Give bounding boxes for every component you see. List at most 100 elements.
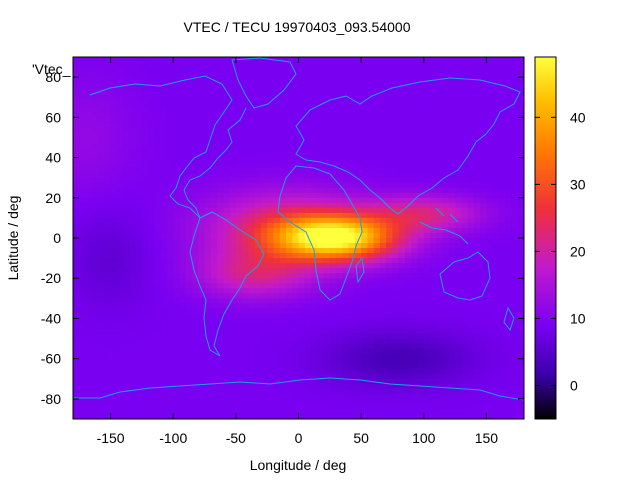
heatmap-cell xyxy=(166,132,174,139)
heatmap-cell xyxy=(323,323,331,330)
heatmap-cell xyxy=(392,293,400,299)
heatmap-cell xyxy=(185,253,193,259)
heatmap-cell xyxy=(285,323,293,330)
heatmap-cell xyxy=(98,343,105,350)
heatmap-cell xyxy=(110,222,118,229)
heatmap-cell xyxy=(154,303,162,309)
heatmap-cell xyxy=(110,207,118,214)
heatmap-cell xyxy=(223,227,231,234)
heatmap-cell xyxy=(91,57,99,63)
heatmap-cell xyxy=(154,353,162,360)
heatmap-cell xyxy=(104,82,112,88)
heatmap-cell xyxy=(417,263,425,269)
heatmap-cell xyxy=(248,263,256,269)
heatmap-cell xyxy=(173,358,181,365)
heatmap-cell xyxy=(248,112,256,118)
heatmap-cell xyxy=(285,57,293,63)
heatmap-cell xyxy=(417,152,425,159)
heatmap-cell xyxy=(73,268,80,274)
heatmap-cell xyxy=(98,97,105,103)
heatmap-cell xyxy=(135,102,143,108)
heatmap-cell xyxy=(511,338,519,345)
heatmap-cell xyxy=(135,137,143,144)
heatmap-cell xyxy=(386,97,394,103)
heatmap-cell xyxy=(185,92,193,98)
heatmap-cell xyxy=(135,152,143,159)
heatmap-cell xyxy=(129,288,137,294)
heatmap-cell xyxy=(448,127,456,134)
heatmap-cell xyxy=(235,152,243,159)
heatmap-cell xyxy=(323,258,331,264)
heatmap-cell xyxy=(173,232,181,239)
heatmap-cell xyxy=(448,318,456,325)
heatmap-cell xyxy=(430,313,437,320)
heatmap-cell xyxy=(173,227,181,234)
heatmap-cell xyxy=(448,343,456,350)
heatmap-cell xyxy=(467,112,475,118)
heatmap-cell xyxy=(210,192,218,199)
heatmap-cell xyxy=(505,348,513,355)
heatmap-cell xyxy=(179,192,187,199)
heatmap-cell xyxy=(505,308,513,315)
heatmap-cell xyxy=(229,217,237,224)
heatmap-cell xyxy=(342,112,350,118)
heatmap-cell xyxy=(492,333,500,340)
heatmap-cell xyxy=(298,248,306,254)
heatmap-cell xyxy=(298,232,306,239)
heatmap-cell xyxy=(398,303,406,309)
heatmap-cell xyxy=(361,142,368,149)
heatmap-cell xyxy=(361,67,368,73)
heatmap-cell xyxy=(273,243,281,249)
heatmap-cell xyxy=(148,217,156,224)
heatmap-cell xyxy=(235,288,243,294)
heatmap-cell xyxy=(85,147,93,154)
heatmap-cell xyxy=(260,152,268,159)
heatmap-cell xyxy=(336,127,343,134)
heatmap-cell xyxy=(279,97,287,103)
heatmap-cell xyxy=(392,268,400,274)
heatmap-cell xyxy=(492,308,500,315)
heatmap-cell xyxy=(79,283,87,289)
heatmap-cell xyxy=(367,217,375,224)
heatmap-cell xyxy=(492,232,500,239)
heatmap-cell xyxy=(455,248,462,254)
heatmap-cell xyxy=(505,102,513,108)
heatmap-cell xyxy=(298,383,306,390)
heatmap-cell xyxy=(85,207,93,214)
heatmap-cell xyxy=(304,207,312,214)
heatmap-cell xyxy=(273,187,281,194)
heatmap-cell xyxy=(166,303,174,309)
heatmap-cell xyxy=(242,172,249,179)
heatmap-cell xyxy=(279,117,287,123)
heatmap-cell xyxy=(267,278,275,284)
heatmap-cell xyxy=(254,298,262,304)
heatmap-cell xyxy=(336,238,343,244)
heatmap-cell xyxy=(398,353,406,360)
heatmap-cell xyxy=(329,343,337,350)
heatmap-cell xyxy=(204,288,212,294)
heatmap-cell xyxy=(404,378,412,385)
heatmap-cell xyxy=(110,197,118,204)
heatmap-cell xyxy=(248,358,256,365)
heatmap-cell xyxy=(192,338,199,345)
heatmap-cell xyxy=(455,398,462,405)
heatmap-cell xyxy=(498,207,506,214)
heatmap-cell xyxy=(242,358,249,365)
heatmap-cell xyxy=(367,288,375,294)
heatmap-cell xyxy=(73,117,80,123)
heatmap-cell xyxy=(436,358,444,365)
heatmap-cell xyxy=(498,353,506,360)
heatmap-cell xyxy=(229,127,237,134)
heatmap-cell xyxy=(486,388,494,395)
heatmap-cell xyxy=(73,177,80,184)
heatmap-cell xyxy=(154,343,162,350)
heatmap-cell xyxy=(242,388,249,395)
heatmap-cell xyxy=(173,142,181,149)
heatmap-cell xyxy=(110,363,118,370)
heatmap-cell xyxy=(73,152,80,159)
heatmap-cell xyxy=(154,192,162,199)
heatmap-cell xyxy=(198,72,206,78)
heatmap-cell xyxy=(217,167,224,174)
heatmap-cell xyxy=(379,177,387,184)
heatmap-cell xyxy=(461,167,469,174)
